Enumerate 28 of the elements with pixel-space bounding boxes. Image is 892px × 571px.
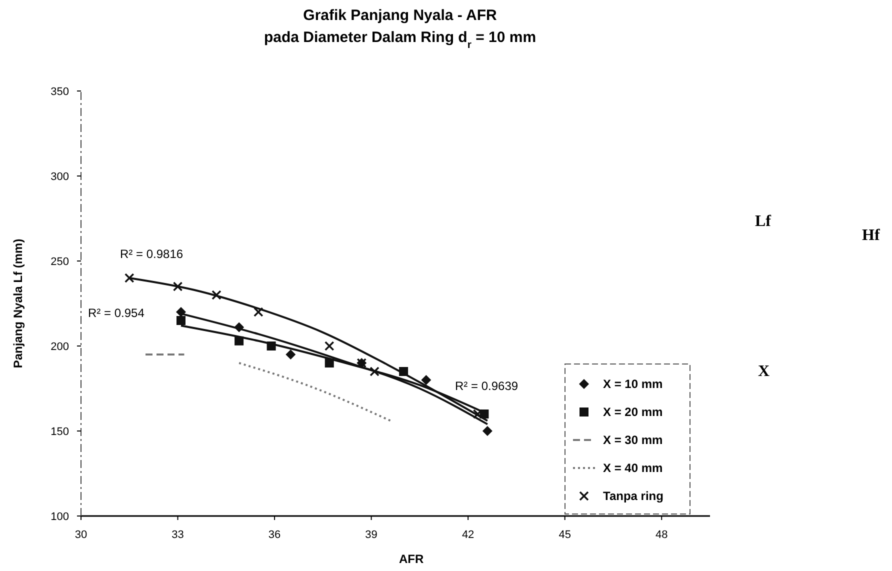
y-tick-label: 150 xyxy=(50,426,69,438)
legend-label: X = 40 mm xyxy=(603,461,663,475)
y-tick-label: 100 xyxy=(50,511,69,523)
chart-title: Grafik Panjang Nyala - AFR xyxy=(303,7,497,24)
x-tick-label: 48 xyxy=(655,529,668,541)
annotation: R² = 0.9639 xyxy=(455,379,518,393)
legend-label: X = 20 mm xyxy=(603,405,663,419)
y-tick-label: 350 xyxy=(50,86,69,98)
y-axis-title: Panjang Nyala Lf (mm) xyxy=(11,238,25,368)
legend-label: Tanpa ring xyxy=(603,489,664,503)
y-tick-label: 250 xyxy=(50,256,69,268)
text: Hf xyxy=(862,227,880,244)
x-tick-label: 30 xyxy=(74,529,88,541)
legend-label: X = 30 mm xyxy=(603,433,663,447)
y-tick-label: 200 xyxy=(50,341,69,353)
y-tick-label: 300 xyxy=(50,171,69,183)
x-tick-label: 42 xyxy=(462,529,474,541)
x-tick-label: 39 xyxy=(365,529,378,541)
annotation: R² = 0.9816 xyxy=(120,247,184,261)
x-axis-title: AFR xyxy=(398,552,424,566)
text: Lf xyxy=(755,213,772,230)
text: X xyxy=(758,363,770,380)
x-tick-label: 45 xyxy=(558,529,571,541)
chart-subtitle: pada Diameter Dalam Ring d$_{r}$ = 10 mm xyxy=(264,29,536,51)
legend-label: X = 10 mm xyxy=(603,377,663,391)
x-tick-label: 36 xyxy=(268,529,281,541)
x-tick-label: 33 xyxy=(172,529,184,541)
annotation: R² = 0.954 xyxy=(88,306,145,320)
